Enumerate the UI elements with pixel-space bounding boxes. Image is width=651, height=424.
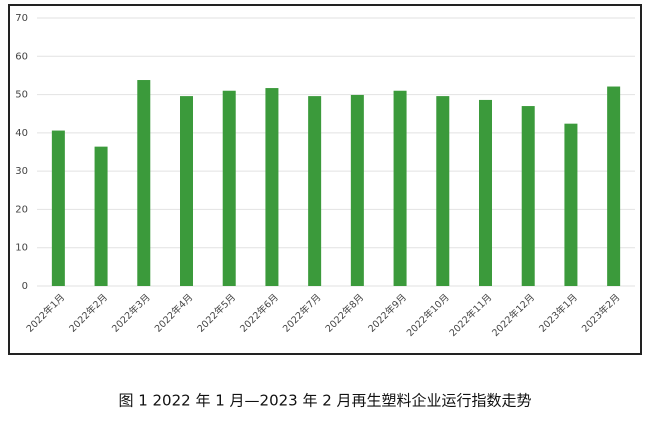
bar: [180, 96, 193, 286]
y-tick-label: 40: [15, 128, 28, 139]
y-tick-label: 60: [15, 51, 28, 62]
bar: [564, 123, 578, 286]
bar: [308, 96, 322, 286]
bar: [265, 88, 279, 286]
y-tick-label: 0: [22, 281, 28, 292]
y-tick-label: 30: [15, 166, 28, 177]
bar: [521, 106, 535, 286]
bar: [51, 130, 65, 286]
chart-title: 图 1 2022 年 1 月—2023 年 2 月再生塑料企业运行指数走势: [118, 392, 531, 410]
bar: [137, 80, 151, 286]
y-tick-label: 70: [15, 13, 28, 24]
y-tick-label: 10: [15, 243, 28, 254]
y-tick-label: 20: [15, 204, 28, 215]
chart-frame: [8, 4, 642, 355]
bar: [393, 90, 407, 286]
bar: [222, 90, 236, 286]
bar: [607, 86, 621, 286]
bar: [479, 99, 492, 286]
bar: [436, 96, 450, 286]
bar: [94, 146, 108, 286]
y-tick-label: 50: [15, 90, 28, 101]
bar: [350, 94, 364, 286]
